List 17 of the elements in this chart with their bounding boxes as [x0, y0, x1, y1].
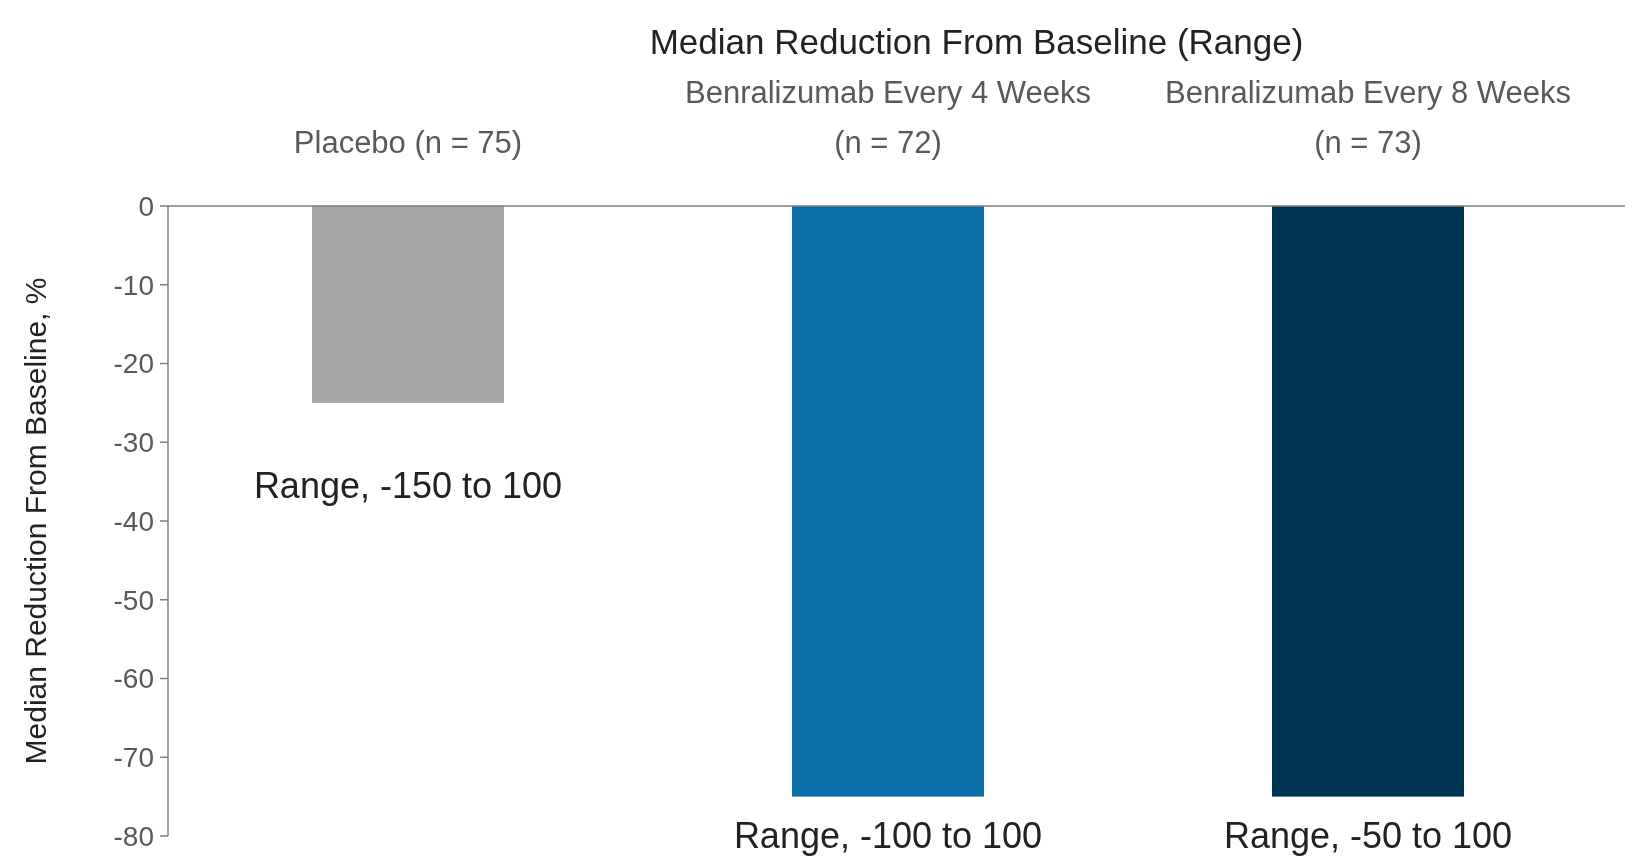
y-tick-label: -80 — [113, 820, 154, 852]
y-tick-label: -20 — [113, 348, 154, 380]
annotation: Range, -100 to 100 — [733, 815, 1043, 856]
y-tick-label: -30 — [113, 427, 154, 459]
y-tick-label: -40 — [113, 505, 154, 537]
y-axis-title: Median Reduction From Baseline, % — [19, 277, 52, 765]
y-tick-label: -60 — [113, 663, 154, 695]
y-tick-label: 0 — [138, 190, 154, 222]
y-tick-label: -50 — [113, 584, 154, 616]
x-tick-label: Placebo (n = 75) — [293, 125, 523, 160]
y-tick-label: -70 — [113, 742, 154, 774]
chart-title: Median Reduction From Baseline (Range) — [649, 22, 1304, 61]
x-tick-label: Benralizumab Every 8 Weeks (n = 73) — [1164, 75, 1572, 160]
annotation: Range, -50 to 100 — [1223, 815, 1513, 856]
x-tick-label: Benralizumab Every 4 Weeks (n = 72) — [684, 75, 1092, 160]
annotation: Range, -150 to 100 — [253, 464, 563, 506]
y-tick-label: -10 — [113, 269, 154, 301]
